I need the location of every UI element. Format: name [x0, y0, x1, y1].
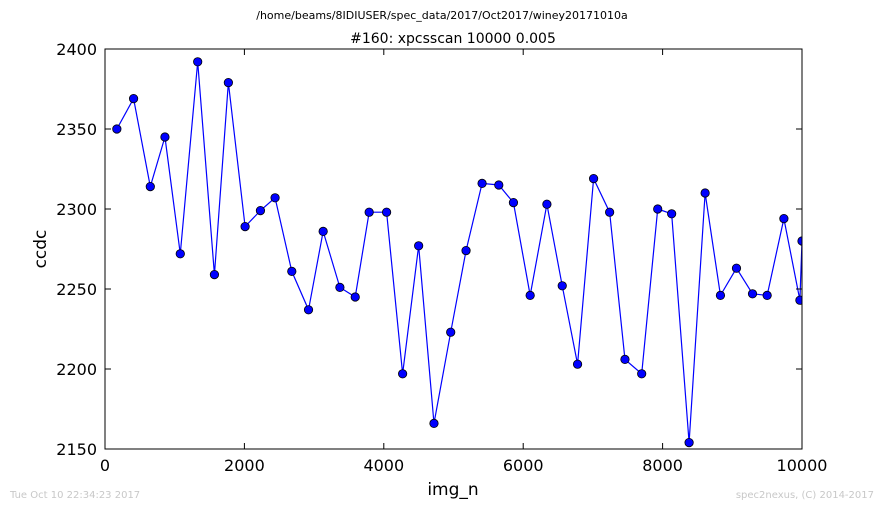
data-point	[364, 207, 374, 217]
data-point	[303, 305, 314, 315]
data-point	[525, 290, 535, 300]
data-point	[588, 174, 599, 184]
y-tick-label: 2300	[56, 200, 97, 219]
y-tick-label: 2150	[56, 440, 97, 459]
data-point	[667, 209, 677, 219]
data-point	[209, 269, 220, 280]
data-point	[318, 226, 328, 236]
data-point	[461, 246, 471, 256]
data-point	[446, 327, 456, 337]
data-point	[684, 437, 694, 448]
data-point	[429, 418, 439, 428]
data-point	[620, 354, 630, 364]
y-tick-label: 2250	[56, 280, 97, 299]
data-point	[779, 214, 789, 224]
data-point	[747, 289, 758, 299]
plot-layer	[112, 57, 802, 448]
data-point	[477, 178, 487, 188]
data-point	[270, 193, 280, 203]
y-tick-label: 2350	[56, 120, 97, 139]
data-point	[223, 78, 233, 88]
data-point	[350, 292, 360, 302]
y-axis-label: ccdc	[31, 230, 51, 269]
data-point	[795, 295, 802, 305]
y-tick-label: 2400	[56, 40, 97, 59]
data-point	[557, 281, 567, 291]
data-point	[508, 198, 519, 208]
footer-timestamp: Tue Oct 10 22:34:23 2017	[9, 490, 140, 501]
data-point	[145, 182, 155, 192]
data-point	[731, 263, 742, 273]
data-point	[112, 124, 122, 134]
data-point	[637, 369, 647, 379]
x-tick-label: 10000	[777, 456, 828, 475]
series-line	[116, 61, 802, 443]
x-axis-label: img_n	[427, 480, 478, 500]
y-tick-label: 2200	[56, 360, 97, 379]
data-point	[542, 199, 552, 209]
data-point	[287, 266, 297, 276]
data-point	[414, 241, 424, 251]
chart-title: #160: xpcsscan 10000 0.005	[350, 31, 556, 47]
x-tick-label: 4000	[363, 456, 404, 475]
data-point	[653, 204, 663, 214]
plot-frame	[104, 48, 803, 450]
data-point	[572, 359, 583, 369]
figure-suptitle: /home/beams/8IDIUSER/spec_data/2017/Oct2…	[256, 9, 628, 22]
data-point	[715, 290, 726, 300]
ticks-layer: 0 2000 4000 6000 8000 10000 2150 2200 2250 2300 23…	[56, 40, 827, 475]
data-point	[700, 188, 710, 198]
data-point	[335, 282, 345, 292]
data-point	[762, 290, 772, 300]
data-point	[160, 132, 170, 142]
data-point	[381, 207, 392, 217]
data-point	[240, 222, 250, 232]
x-tick-label: 6000	[503, 456, 544, 475]
x-tick-label: 8000	[642, 456, 683, 475]
data-point	[398, 369, 408, 379]
data-point	[494, 180, 504, 190]
data-point	[605, 207, 615, 217]
data-point	[175, 249, 185, 259]
data-point	[128, 94, 139, 104]
data-point	[193, 57, 203, 67]
footer-credit: spec2nexus, (C) 2014-2017	[736, 490, 874, 501]
x-tick-label: 2000	[224, 456, 265, 475]
data-point	[255, 206, 266, 216]
x-tick-label: 0	[100, 456, 110, 475]
